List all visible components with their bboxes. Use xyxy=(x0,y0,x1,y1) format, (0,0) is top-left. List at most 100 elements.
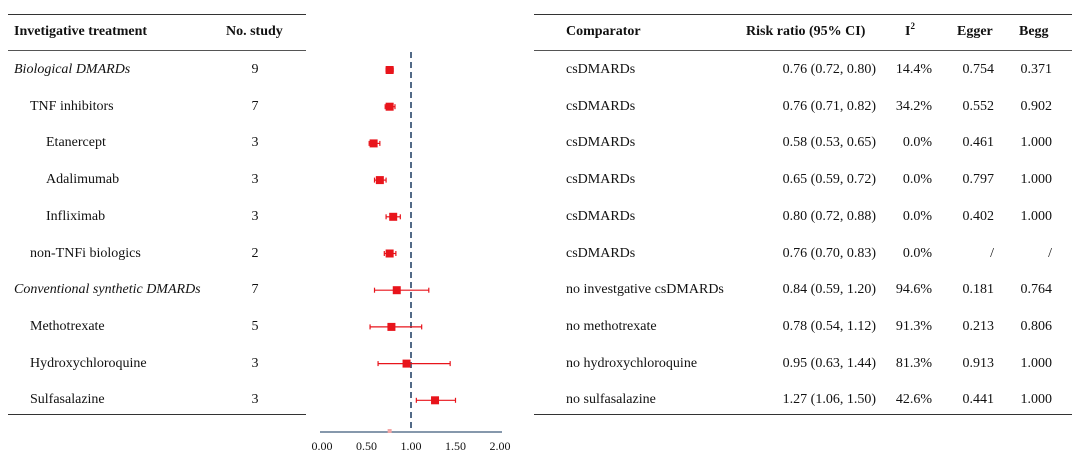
i2-value: 91.3% xyxy=(895,318,932,334)
risk-ratio-value: 0.80 (0.72, 0.88) xyxy=(782,208,876,224)
study-count: 3 xyxy=(251,172,259,188)
begg-value: 0.764 xyxy=(1020,282,1053,298)
egger-value: 0.213 xyxy=(962,318,995,334)
comparator-label: csDMARDs xyxy=(566,208,636,224)
treatment-label: Hydroxychloroquine xyxy=(30,355,147,371)
study-count: 2 xyxy=(251,245,259,261)
study-count: 7 xyxy=(251,282,259,298)
treatment-label: Infliximab xyxy=(46,208,106,224)
point-estimate-marker xyxy=(392,286,401,295)
egger-value: 0.754 xyxy=(962,62,995,77)
study-count: 9 xyxy=(251,62,259,77)
point-estimate-marker xyxy=(375,176,384,185)
right-table-header-rule xyxy=(534,50,1072,51)
egger-value: / xyxy=(990,245,994,261)
treatment-label: Biological DMARDs xyxy=(14,62,131,77)
comparator-label: no hydroxychloroquine xyxy=(566,355,698,371)
x-tick-label: 1.00 xyxy=(401,439,422,453)
risk-ratio-column-header: Risk ratio (95% CI) xyxy=(746,24,866,39)
begg-column-header: Begg xyxy=(1019,24,1049,39)
i2-value: 0.0% xyxy=(902,208,932,224)
left-table-top-rule xyxy=(8,14,306,15)
comparator-label: csDMARDs xyxy=(566,172,636,188)
treatment-label: Methotrexate xyxy=(30,318,105,334)
treatment-column-header: Invetigative treatment xyxy=(14,24,148,39)
egger-value: 0.913 xyxy=(962,355,995,371)
risk-ratio-value: 0.76 (0.70, 0.83) xyxy=(782,245,876,261)
begg-value: 0.371 xyxy=(1020,62,1053,77)
risk-ratio-value: 0.65 (0.59, 0.72) xyxy=(782,172,876,188)
left-table-header-rule xyxy=(8,50,306,51)
egger-value: 0.797 xyxy=(962,172,995,188)
begg-value: 1.000 xyxy=(1020,172,1053,188)
egger-value: 0.441 xyxy=(962,392,995,408)
comparator-label: csDMARDs xyxy=(566,98,636,114)
overall-marker xyxy=(387,429,392,433)
egger-value: 0.461 xyxy=(962,135,995,151)
i2-header-superscript: 2 xyxy=(910,21,915,31)
begg-value: 0.902 xyxy=(1020,98,1053,114)
i2-value: 0.0% xyxy=(902,245,932,261)
egger-value: 0.181 xyxy=(962,282,995,298)
risk-ratio-value: 0.58 (0.53, 0.65) xyxy=(782,135,876,151)
point-estimate-marker xyxy=(431,396,440,405)
risk-ratio-value: 0.76 (0.72, 0.80) xyxy=(782,62,876,77)
study-count: 3 xyxy=(251,392,259,408)
risk-ratio-value: 0.76 (0.71, 0.82) xyxy=(782,98,876,114)
point-estimate-marker xyxy=(369,139,378,148)
x-tick-label: 2.00 xyxy=(490,439,511,453)
point-estimate-marker xyxy=(402,359,411,368)
x-tick-label: 1.50 xyxy=(445,439,466,453)
study-count: 3 xyxy=(251,355,259,371)
begg-value: 1.000 xyxy=(1020,135,1053,151)
study-count: 3 xyxy=(251,208,259,224)
comparator-label: csDMARDs xyxy=(566,62,636,77)
egger-column-header: Egger xyxy=(957,24,993,39)
point-estimate-marker xyxy=(385,249,394,258)
i2-header-letter: I xyxy=(905,24,911,39)
x-tick-label: 0.50 xyxy=(356,439,377,453)
risk-ratio-value: 1.27 (1.06, 1.50) xyxy=(782,392,876,408)
i2-value: 34.2% xyxy=(895,98,932,114)
risk-ratio-value: 0.78 (0.54, 1.12) xyxy=(782,318,876,334)
comparator-label: csDMARDs xyxy=(566,135,636,151)
point-estimate-marker xyxy=(387,322,396,331)
begg-value: 1.000 xyxy=(1020,208,1053,224)
comparator-column-header: Comparator xyxy=(566,24,641,39)
i2-value: 81.3% xyxy=(895,355,932,371)
point-estimate-marker xyxy=(385,66,394,74)
risk-ratio-value: 0.95 (0.63, 1.44) xyxy=(782,355,876,371)
begg-value: / xyxy=(1048,245,1052,261)
treatment-label: non-TNFi biologics xyxy=(30,245,141,261)
i2-value: 42.6% xyxy=(895,392,932,408)
comparator-label: no methotrexate xyxy=(566,318,657,334)
treatment-label: Etanercept xyxy=(46,135,106,151)
begg-value: 1.000 xyxy=(1020,392,1053,408)
treatment-label: Sulfasalazine xyxy=(30,392,105,408)
i2-value: 94.6% xyxy=(895,282,932,298)
begg-value: 0.806 xyxy=(1020,318,1053,334)
comparator-label: no investgative csDMARDs xyxy=(566,282,724,298)
right-table-bottom-rule xyxy=(534,414,1072,415)
treatment-label: Conventional synthetic DMARDs xyxy=(14,282,201,298)
egger-value: 0.552 xyxy=(962,98,995,114)
right-table-top-rule xyxy=(534,14,1072,15)
study-count: 5 xyxy=(251,318,259,334)
study-count: 3 xyxy=(251,135,259,151)
point-estimate-marker xyxy=(385,102,394,111)
treatment-label: TNF inhibitors xyxy=(30,98,114,114)
i2-value: 0.0% xyxy=(902,172,932,188)
point-estimate-marker xyxy=(389,212,398,221)
x-tick-label: 0.00 xyxy=(312,439,333,453)
left-table-bottom-rule xyxy=(8,414,306,415)
risk-ratio-value: 0.84 (0.59, 1.20) xyxy=(782,282,876,298)
i2-value: 14.4% xyxy=(895,62,932,77)
no-study-column-header: No. study xyxy=(226,24,283,39)
study-count: 7 xyxy=(251,98,259,114)
i2-column-header: I2 xyxy=(905,21,915,41)
forest-plot: 0.00 0.50 1.00 1.50 2.00 xyxy=(312,52,511,453)
treatment-label: Adalimumab xyxy=(46,172,120,188)
i2-value: 0.0% xyxy=(902,135,932,151)
comparator-label: no sulfasalazine xyxy=(566,392,656,408)
begg-value: 1.000 xyxy=(1020,355,1053,371)
